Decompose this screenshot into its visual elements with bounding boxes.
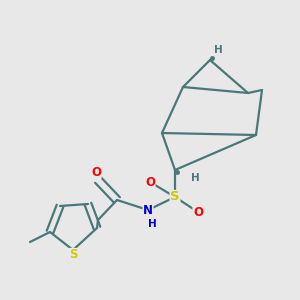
Text: H: H bbox=[190, 173, 200, 183]
Text: O: O bbox=[193, 206, 203, 218]
Text: S: S bbox=[170, 190, 180, 203]
Text: O: O bbox=[145, 176, 155, 188]
Text: H: H bbox=[214, 45, 222, 55]
Text: H: H bbox=[148, 219, 156, 229]
Text: S: S bbox=[69, 248, 77, 262]
Text: N: N bbox=[143, 203, 153, 217]
Text: O: O bbox=[91, 166, 101, 178]
